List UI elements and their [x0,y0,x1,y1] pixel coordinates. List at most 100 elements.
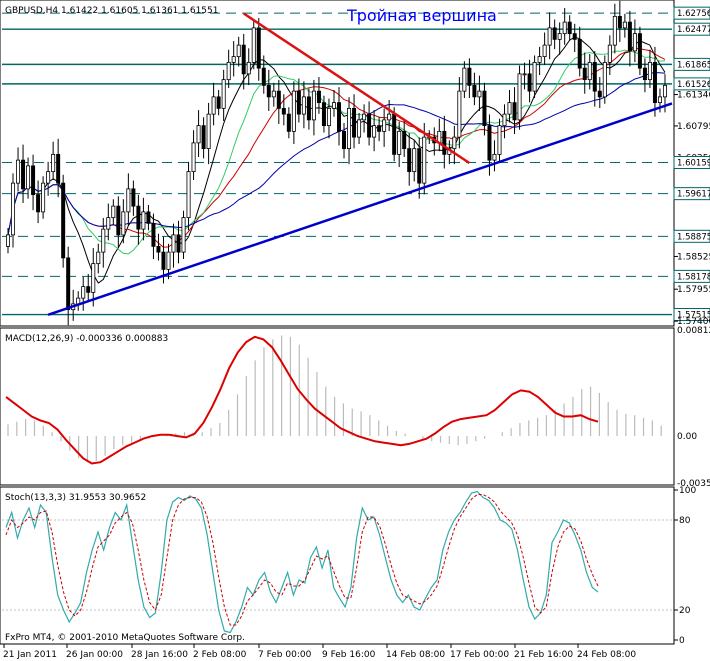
candle-body [357,119,362,138]
price-tick-label: 1.58525 [677,252,710,262]
candle-body [532,61,537,92]
candle-body [627,21,632,52]
candle-body [507,102,512,115]
candle-body [56,153,61,184]
candle-body [211,96,216,115]
trendlines [47,12,673,316]
candle-body [186,171,191,219]
candle-body [81,286,86,299]
candle-body [422,136,427,184]
candle-body [537,56,542,63]
candle-body [602,61,607,98]
candle-body [171,234,176,253]
candle-body [226,61,231,81]
candle-body [497,125,502,155]
candle-body [527,73,532,92]
candle-body [647,61,652,81]
candle-body [261,67,266,86]
candle-body [286,113,291,132]
level-badge [673,308,710,322]
candle-body [632,33,637,52]
candle-body [477,90,482,98]
time-tick-label: 28 Jan 16:00 [131,650,188,660]
candle-body [266,84,271,98]
candle-body [492,153,497,161]
candle-body [542,44,547,58]
candle-body [377,125,382,132]
candle-body [562,21,567,35]
candle-body [352,107,357,138]
stoch-main-line [5,490,599,634]
candle-body [281,107,286,115]
price-tick-label: 1.60795 [677,122,710,132]
candle-body [662,84,667,98]
candle-body [276,90,281,109]
level-badge [673,187,710,201]
macd-signal [5,335,599,465]
time-tick-label: 9 Feb 16:00 [322,650,376,660]
candle-body [642,67,647,81]
macd-tick-label: 0.00812 [677,326,710,336]
candle-body [657,96,662,104]
candle-body [156,245,161,253]
level-badge [673,155,710,169]
macd-tick-label: 0.00 [677,432,697,442]
level-badge-label: 1.58178 [677,272,710,282]
time-tick-label: 21 Feb 16:00 [514,650,573,660]
candle-body [407,148,412,173]
candle-body [16,159,21,184]
time-tick-label: 7 Feb 00:00 [258,650,312,660]
candle-body [592,61,597,92]
stoch-axis: 100 80 20 0 [674,486,696,646]
candle-body [321,102,326,127]
candle-body [336,102,341,132]
candle-body [301,96,306,115]
candle-body [331,102,336,109]
time-tick-label: 24 Feb 08:00 [577,650,636,660]
candle-body [161,251,166,270]
candle-body [572,33,577,40]
candle-body [136,205,141,230]
level-badge [673,77,710,91]
candle-body [6,234,11,247]
stoch-lines [5,490,599,634]
candle-body [362,113,367,121]
candle-body [146,211,151,224]
level-badge-label: 1.61865 [677,60,710,70]
candle-body [372,125,377,138]
candle-body [101,228,106,253]
candle-body [246,61,251,75]
candle-body [271,90,276,98]
copyright: FxPro MT4, © 2001-2010 MetaQuotes Softwa… [5,633,245,643]
candle-body [61,182,66,259]
candle-body [387,113,392,121]
level-badge [673,269,710,283]
candle-body [241,44,246,75]
macd-signal-line [5,335,599,465]
candle-body [472,84,477,98]
moving-average-line [7,49,666,255]
macd-axis: 0.00812 0.00 -0.00359 [677,326,710,489]
candle-body [637,33,642,69]
candle-body [141,211,146,230]
time-tick-label: 2 Feb 08:00 [193,650,247,660]
candle-body [131,188,136,207]
candle-body [256,27,261,69]
candle-body [557,33,562,40]
candle-body [402,130,407,150]
candle-body [367,113,372,138]
candle-body [397,130,402,155]
price-tick-label: 1.57955 [677,285,710,295]
candle-body [296,90,301,115]
stoch-tick-label: 20 [679,606,691,616]
candle-body [201,125,206,150]
candle-body [587,61,592,81]
candle-body [231,56,236,63]
candle-body [176,234,181,253]
candle-body [26,165,31,190]
candle-body [46,171,51,184]
stoch-pane-border [0,486,675,645]
resistance-trendline [243,12,471,165]
candle-body [106,217,111,230]
